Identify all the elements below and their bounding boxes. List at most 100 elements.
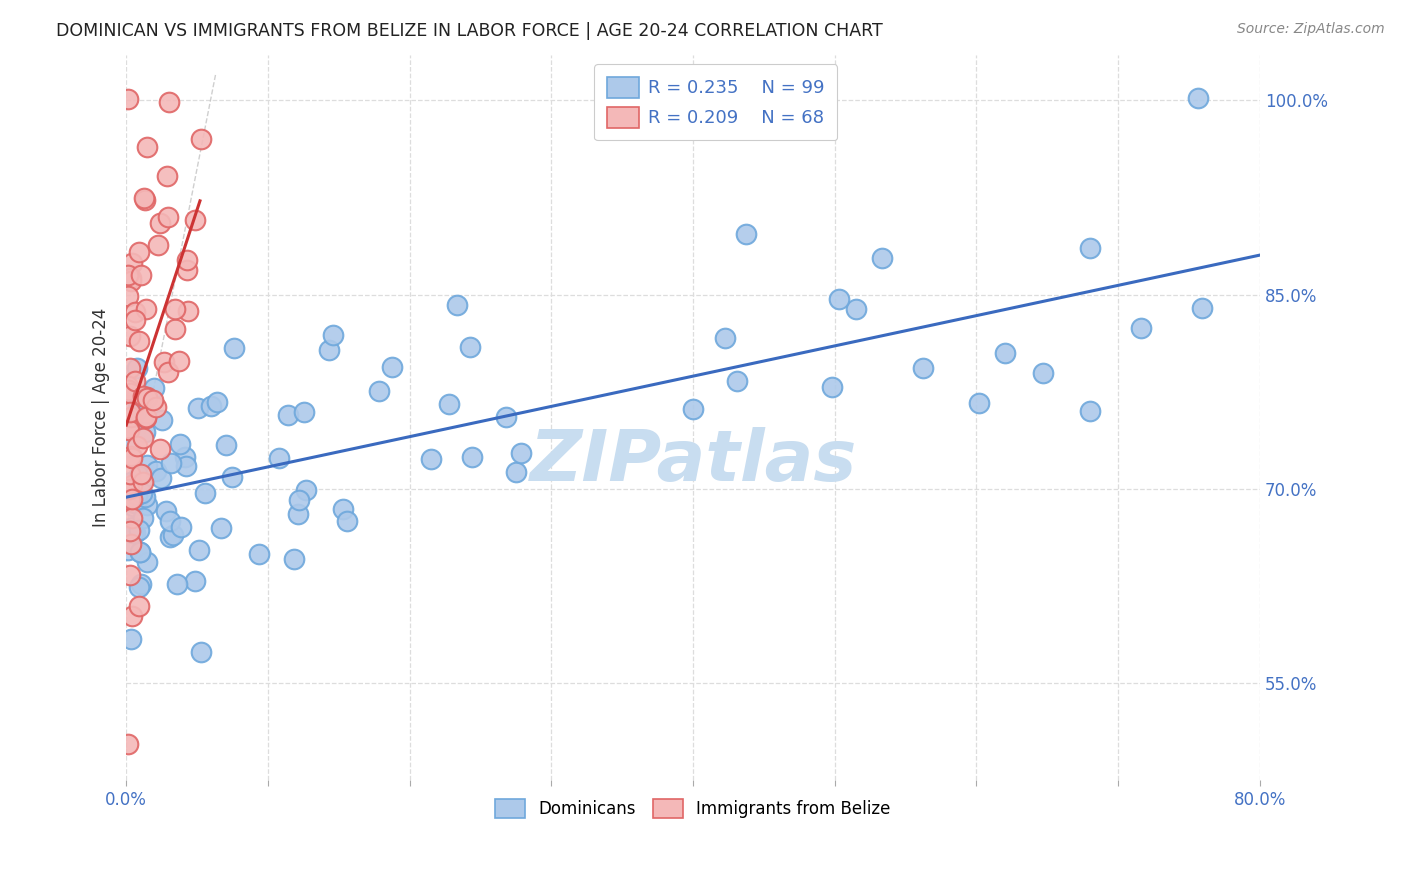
Point: [134, 490, 156, 504]
Point: [132, 411, 155, 425]
Point: [132, 511, 155, 525]
Point: [132, 475, 155, 489]
Text: DOMINICAN VS IMMIGRANTS FROM BELIZE IN LABOR FORCE | AGE 20-24 CORRELATION CHART: DOMINICAN VS IMMIGRANTS FROM BELIZE IN L…: [56, 22, 883, 40]
Point: [156, 169, 179, 183]
Point: [122, 409, 145, 424]
Point: [149, 216, 172, 230]
Point: [190, 645, 212, 659]
Point: [117, 383, 139, 397]
Text: ZIPatlas: ZIPatlas: [530, 426, 856, 496]
Point: [145, 400, 167, 414]
Point: [332, 501, 354, 516]
Point: [176, 252, 198, 267]
Point: [120, 493, 142, 508]
Point: [221, 470, 243, 484]
Point: [129, 545, 152, 559]
Point: [1032, 366, 1054, 380]
Point: [184, 574, 207, 588]
Point: [1191, 301, 1213, 316]
Point: [159, 514, 181, 528]
Point: [129, 545, 152, 559]
Point: [911, 361, 934, 376]
Point: [120, 386, 142, 401]
Point: [120, 476, 142, 491]
Point: [117, 383, 139, 397]
Point: [122, 499, 145, 513]
Point: [247, 547, 270, 561]
Point: [682, 402, 704, 417]
Point: [159, 530, 181, 544]
Point: [1129, 320, 1152, 334]
Point: [495, 409, 517, 424]
Point: [215, 438, 238, 452]
Point: [150, 413, 173, 427]
Point: [121, 475, 143, 490]
Point: [713, 331, 735, 345]
Point: [117, 543, 139, 558]
Point: [174, 450, 197, 464]
Point: [143, 380, 166, 394]
Point: [120, 274, 142, 288]
Point: [821, 380, 844, 394]
Point: [277, 409, 299, 423]
Point: [194, 486, 217, 500]
Point: [458, 340, 481, 354]
Point: [287, 508, 309, 522]
Point: [160, 456, 183, 470]
Point: [145, 464, 167, 478]
Y-axis label: In Labor Force | Age 20-24: In Labor Force | Age 20-24: [93, 308, 110, 527]
Point: [127, 439, 149, 453]
Point: [136, 458, 159, 472]
Point: [187, 401, 209, 415]
Point: [117, 378, 139, 392]
Point: [828, 292, 851, 306]
Point: [136, 556, 159, 570]
Point: [132, 389, 155, 403]
Point: [176, 262, 198, 277]
Point: [446, 298, 468, 312]
Point: [118, 483, 141, 497]
Point: [117, 737, 139, 751]
Point: [120, 632, 142, 646]
Point: [146, 237, 169, 252]
Point: [120, 405, 142, 419]
Point: [142, 392, 165, 407]
Point: [156, 210, 179, 224]
Point: [124, 313, 146, 327]
Point: [461, 450, 484, 464]
Text: Source: ZipAtlas.com: Source: ZipAtlas.com: [1237, 22, 1385, 37]
Point: [994, 346, 1017, 360]
Point: [117, 490, 139, 504]
Point: [153, 355, 176, 369]
Point: [118, 524, 141, 539]
Point: [121, 491, 143, 506]
Point: [118, 440, 141, 454]
Point: [1187, 91, 1209, 105]
Point: [125, 390, 148, 404]
Point: [118, 360, 141, 375]
Point: [269, 451, 291, 466]
Point: [509, 446, 531, 460]
Point: [170, 520, 193, 534]
Point: [122, 519, 145, 533]
Point: [117, 268, 139, 282]
Point: [128, 469, 150, 483]
Point: [135, 498, 157, 512]
Point: [205, 395, 228, 409]
Point: [124, 525, 146, 540]
Point: [1078, 241, 1101, 255]
Point: [121, 526, 143, 541]
Point: [128, 334, 150, 348]
Point: [125, 403, 148, 417]
Legend: Dominicans, Immigrants from Belize: Dominicans, Immigrants from Belize: [486, 790, 898, 826]
Point: [209, 521, 232, 535]
Point: [120, 329, 142, 343]
Point: [121, 510, 143, 524]
Point: [169, 437, 191, 451]
Point: [725, 375, 748, 389]
Point: [134, 425, 156, 440]
Point: [368, 384, 391, 398]
Point: [124, 496, 146, 510]
Point: [124, 305, 146, 319]
Point: [127, 361, 149, 376]
